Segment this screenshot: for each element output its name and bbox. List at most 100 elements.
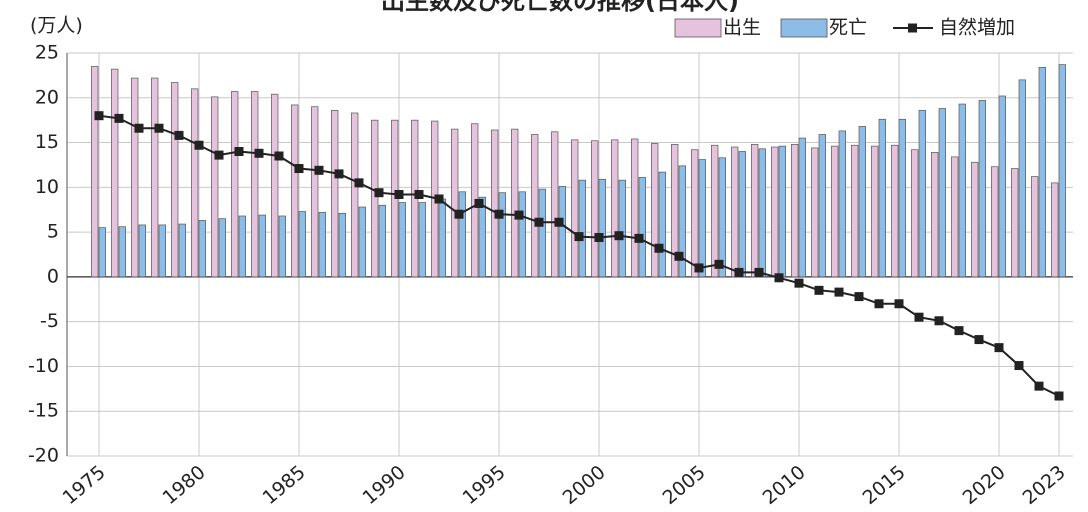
- bar: [691, 149, 699, 278]
- y-axis-label: (万人): [30, 15, 83, 37]
- line-marker: [394, 189, 404, 199]
- bar: [338, 212, 346, 278]
- y-tick-label: 10: [35, 176, 59, 198]
- bar: [511, 128, 519, 278]
- bar: [398, 202, 406, 278]
- line-marker: [734, 267, 744, 277]
- bar: [171, 82, 179, 278]
- bar: [218, 218, 226, 278]
- bar: [658, 171, 666, 278]
- bar: [351, 112, 359, 278]
- y-tick-label: 15: [35, 131, 59, 153]
- bar: [751, 143, 759, 278]
- line-marker: [334, 169, 344, 179]
- bar: [1038, 66, 1046, 278]
- bar: [1031, 176, 1039, 278]
- line-marker: [314, 165, 324, 175]
- line-marker: [794, 278, 804, 288]
- bar: [998, 95, 1006, 278]
- line-marker: [254, 148, 264, 158]
- bar: [578, 179, 586, 278]
- chart-title: 出生数及び死亡数の推移(日本人): [381, 0, 739, 15]
- x-tick-label: 2020: [959, 461, 1010, 509]
- line-marker: [294, 164, 304, 174]
- bar: [938, 108, 946, 278]
- line-marker: [654, 243, 664, 253]
- bar: [318, 212, 326, 278]
- line-marker: [174, 130, 184, 140]
- y-tick-label: 0: [47, 265, 59, 287]
- line-marker: [854, 292, 864, 302]
- bar: [851, 144, 859, 278]
- bar: [451, 128, 459, 278]
- y-tick-label: 20: [35, 86, 59, 108]
- bar: [718, 157, 726, 278]
- y-tick-label: 5: [47, 221, 59, 243]
- bar: [178, 223, 186, 278]
- bar: [958, 103, 966, 278]
- line-marker: [694, 263, 704, 273]
- bar: [158, 224, 166, 278]
- line-marker: [894, 299, 904, 309]
- bar: [238, 215, 246, 278]
- bar: [591, 140, 599, 278]
- line-marker: [574, 232, 584, 242]
- line-marker: [814, 285, 824, 295]
- line-marker: [194, 140, 204, 150]
- x-tick-label: 1990: [359, 461, 410, 509]
- line-marker: [954, 326, 964, 336]
- line-marker: [914, 312, 924, 322]
- bar: [731, 146, 739, 278]
- bar: [211, 96, 219, 278]
- bar: [1058, 64, 1066, 278]
- line-marker: [1014, 361, 1024, 371]
- y-tick-label: -20: [28, 445, 59, 467]
- bar: [698, 159, 706, 278]
- bar: [971, 161, 979, 278]
- line-marker: [614, 231, 624, 241]
- bar: [898, 118, 906, 278]
- line-marker: [674, 251, 684, 261]
- bar: [331, 109, 339, 278]
- line-marker: [874, 299, 884, 309]
- bar: [378, 204, 386, 278]
- y-tick-label: -15: [28, 400, 59, 422]
- bar: [251, 91, 259, 278]
- bar: [531, 134, 539, 278]
- bar: [298, 211, 306, 278]
- x-tick-label: 1980: [159, 461, 210, 509]
- bar: [831, 145, 839, 278]
- bar: [358, 206, 366, 278]
- bar: [571, 139, 579, 278]
- bar: [538, 188, 546, 278]
- bar: [231, 91, 239, 278]
- line-marker: [974, 335, 984, 345]
- bar: [798, 137, 806, 278]
- line-marker: [1034, 381, 1044, 391]
- legend-swatch: [908, 23, 918, 33]
- line-marker: [934, 316, 944, 326]
- bar: [118, 226, 126, 278]
- x-tick-label: 1995: [459, 461, 510, 509]
- bar: [198, 220, 206, 278]
- bar: [91, 66, 99, 278]
- bar: [918, 109, 926, 278]
- bar: [1051, 182, 1059, 278]
- bar: [491, 129, 499, 278]
- bar: [911, 149, 919, 278]
- bar: [671, 143, 679, 278]
- y-tick-label: 25: [35, 42, 59, 64]
- bar: [738, 151, 746, 278]
- bar: [1011, 168, 1019, 278]
- bar: [371, 119, 379, 278]
- x-tick-label: 2023: [1019, 461, 1070, 509]
- legend-swatch: [674, 18, 722, 38]
- line-marker: [474, 198, 484, 208]
- line-marker: [774, 273, 784, 283]
- bar: [611, 139, 619, 278]
- line-marker: [414, 189, 424, 199]
- line-marker: [354, 178, 364, 188]
- bar: [418, 202, 426, 278]
- x-tick-label: 2010: [759, 461, 810, 509]
